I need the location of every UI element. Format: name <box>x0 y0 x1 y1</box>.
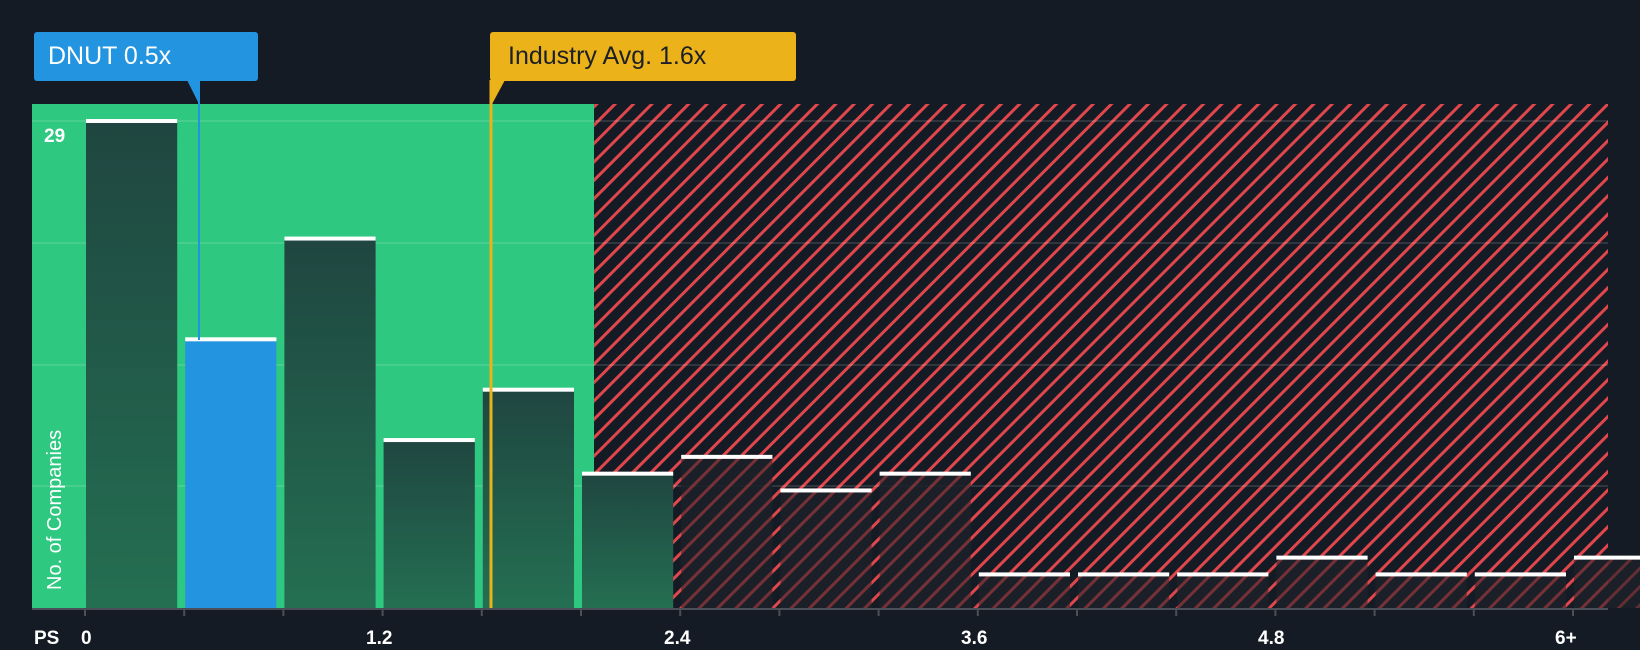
bar-top-marker <box>780 488 872 493</box>
subject-callout-pointer <box>187 80 199 104</box>
bar-top-marker <box>681 454 773 459</box>
bar-top-marker <box>582 471 674 476</box>
subject-callout: DNUT 0.5x <box>34 32 258 81</box>
histogram-bar <box>780 490 872 608</box>
histogram-bar <box>86 121 178 608</box>
histogram-bar <box>1474 574 1566 608</box>
x-tick-label: 1.2 <box>366 628 393 649</box>
bar-top-marker <box>1078 572 1170 577</box>
bar-top-marker <box>879 471 971 476</box>
x-axis-prefix: PS <box>34 628 60 649</box>
histogram-bar <box>1276 557 1368 608</box>
bar-top-marker <box>86 119 178 123</box>
bar-top-marker <box>1574 555 1640 560</box>
bar-top-marker <box>1177 572 1269 577</box>
industry-callout-pointer <box>491 80 505 106</box>
histogram-bar <box>284 238 376 608</box>
histogram-bar <box>1078 574 1170 608</box>
bar-top-marker <box>185 337 277 342</box>
histogram-bar <box>879 473 971 608</box>
x-tick-label: 6+ <box>1555 628 1577 649</box>
histogram-bar <box>482 389 574 608</box>
histogram-bar <box>383 440 475 608</box>
bar-top-marker <box>383 438 475 443</box>
histogram-bar <box>1177 574 1269 608</box>
bar-top-marker <box>482 387 574 392</box>
bar-top-marker <box>1375 572 1467 577</box>
histogram-bar <box>1375 574 1467 608</box>
bar-top-marker <box>284 236 376 241</box>
y-max-label: 29 <box>44 126 66 147</box>
bar-top-marker <box>1276 555 1368 560</box>
x-tick-label: 2.4 <box>664 628 691 649</box>
histogram-bar <box>681 456 773 608</box>
histogram-bar <box>1574 557 1640 608</box>
histogram-bar <box>582 473 674 608</box>
bar-top-marker <box>1474 572 1566 577</box>
histogram-bar <box>978 574 1070 608</box>
x-tick-label: 0 <box>81 628 92 649</box>
industry-average-callout: Industry Avg. 1.6x <box>490 32 796 81</box>
subject-callout-label: DNUT 0.5x <box>48 42 172 70</box>
industry-callout-label: Industry Avg. 1.6x <box>508 42 707 70</box>
y-axis-label: No. of Companies <box>44 429 66 590</box>
bar-top-marker <box>978 572 1070 577</box>
x-tick-label: 4.8 <box>1258 628 1285 649</box>
subject-bar <box>185 339 277 608</box>
x-tick-label: 3.6 <box>961 628 988 649</box>
